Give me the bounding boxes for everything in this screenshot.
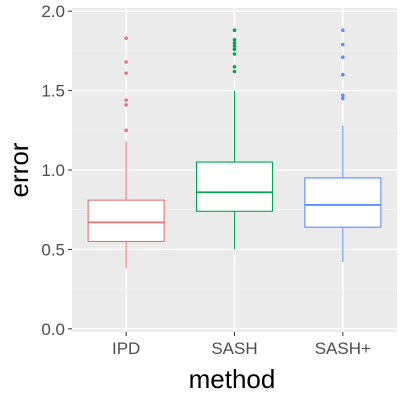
outlier-point bbox=[124, 60, 128, 64]
y-tick-label: 0.0 bbox=[41, 320, 65, 339]
outlier-point bbox=[232, 44, 237, 48]
y-tick-label: 0.5 bbox=[41, 240, 65, 259]
outlier-point bbox=[341, 96, 345, 101]
outlier-point bbox=[232, 47, 237, 52]
outlier-point bbox=[124, 103, 128, 107]
x-axis-ticks: IPD SASH SASH+ bbox=[112, 332, 371, 358]
box-sash bbox=[195, 28, 274, 250]
outlier-point bbox=[232, 69, 237, 74]
y-tick-label: 1.5 bbox=[41, 82, 65, 101]
box-iqr bbox=[87, 199, 165, 243]
outlier-point bbox=[232, 52, 237, 56]
box-sash-plus bbox=[304, 28, 382, 263]
outlier-point bbox=[124, 71, 128, 75]
x-tick-label: SASH bbox=[211, 339, 257, 358]
box-layer bbox=[87, 28, 382, 269]
outlier-point bbox=[341, 93, 345, 98]
y-tick-label: 2.0 bbox=[41, 2, 65, 21]
outlier-point bbox=[341, 72, 345, 77]
box-ipd bbox=[87, 36, 165, 269]
outlier-point bbox=[124, 36, 128, 40]
outlier-point bbox=[232, 28, 237, 33]
outlier-point bbox=[124, 98, 128, 102]
y-axis-title: error bbox=[4, 142, 34, 197]
y-tick-label: 1.0 bbox=[41, 161, 65, 180]
box-iqr bbox=[304, 177, 382, 228]
box-iqr bbox=[195, 161, 274, 212]
x-tick-label: IPD bbox=[112, 339, 140, 358]
y-axis-ticks: 0.0 0.5 1.0 1.5 2.0 bbox=[41, 2, 72, 339]
outlier-point bbox=[232, 37, 237, 42]
outlier-point bbox=[341, 55, 345, 60]
outlier-point bbox=[341, 42, 345, 47]
outlier-point bbox=[124, 128, 128, 133]
x-axis-title: method bbox=[189, 364, 276, 394]
x-tick-label: SASH+ bbox=[315, 339, 371, 358]
outlier-point bbox=[232, 64, 237, 69]
outlier-point bbox=[341, 28, 345, 33]
outlier-point bbox=[232, 41, 237, 45]
